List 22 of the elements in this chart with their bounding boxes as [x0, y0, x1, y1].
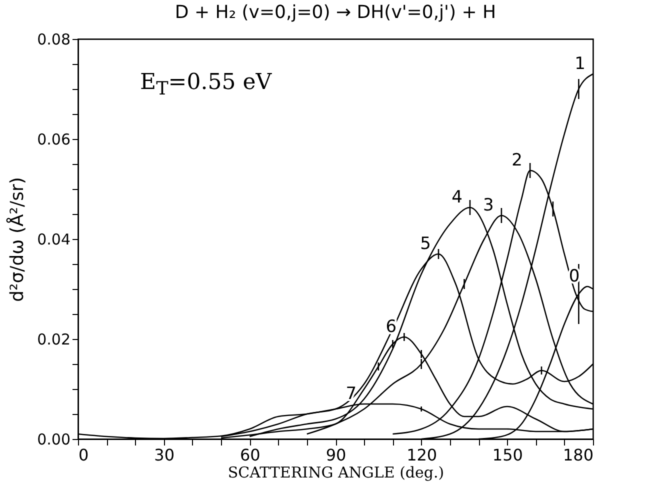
- x-axis-title: SCATTERING ANGLE (deg.): [228, 464, 444, 482]
- series-label: 3: [483, 196, 494, 216]
- annotation-text: E$_{T}$=0.55 eV: [140, 70, 272, 100]
- y-tick-label: 0.02: [37, 330, 70, 348]
- y-tick-label: 0.06: [37, 130, 70, 148]
- series-label: 1: [574, 54, 586, 74]
- x-tick-label: 150: [492, 446, 523, 464]
- x-tick-label: 30: [154, 446, 175, 464]
- series-label: 4: [452, 188, 462, 208]
- series-label: 2: [512, 150, 522, 170]
- y-axis-title: d²σ/dω (Å²/sr): [6, 177, 28, 302]
- x-tick-label: 120: [406, 446, 438, 464]
- y-tick-label: 0.08: [37, 30, 70, 48]
- chart-title: D + H₂ (v=0,j=0) → DH(v'=0,j') + H: [174, 2, 496, 23]
- x-tick-label: 0: [78, 446, 89, 464]
- x-tick-label: 60: [240, 446, 260, 464]
- y-tick-label: 0.00: [37, 430, 70, 448]
- series-label: 5: [420, 234, 431, 254]
- y-tick-label: 0.04: [37, 230, 70, 248]
- series-label: 7: [346, 384, 357, 404]
- x-tick-label: 180: [562, 446, 594, 464]
- x-tick-label: 90: [326, 446, 346, 464]
